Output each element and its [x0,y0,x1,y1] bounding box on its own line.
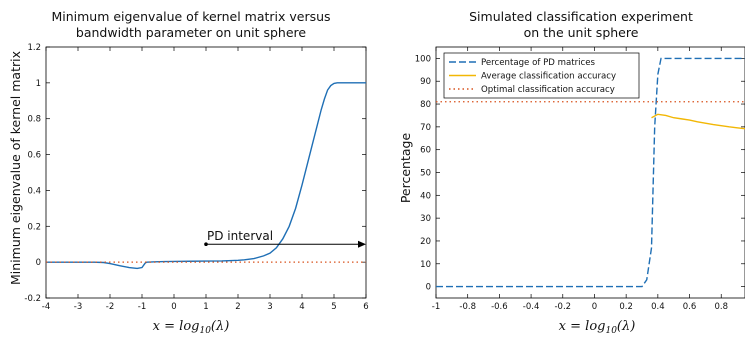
left-chart-series [46,82,366,270]
right-y-tick-label: 40 [420,191,431,201]
left-chart-annotation: PD interval [204,229,366,248]
right-y-tick-label: 60 [420,146,431,156]
left-series-line-0 [46,82,366,270]
right-y-tick-label: 90 [420,77,431,87]
left-chart-title-line-1: Minimum eigenvalue of kernel matrix vers… [51,9,330,24]
left-chart: Minimum eigenvalue of kernel matrix vers… [8,9,369,336]
right-chart-y-axis-label: Percentage [398,133,413,204]
right-x-tick-label: 0.4 [651,302,665,312]
right-x-tick-label: -1 [432,302,440,312]
pd-interval-label: PD interval [207,229,273,243]
left-x-tick-label: 5 [331,302,336,312]
legend-box [443,52,640,99]
right-y-tick-label: 0 [426,283,431,293]
left-y-tick-label: 0.6 [27,151,41,161]
right-x-tick-label: 0.8 [714,302,728,312]
left-x-tick-label: -3 [74,302,82,312]
left-x-tick-label: -2 [106,302,114,312]
left-chart-ticks: -4 -3 -2 -1 0 1 2 3 4 5 6 -0.2 0 0.2 0.4 0.6 0.8 1 1.2 [24,43,368,312]
left-y-tick-label: 0.8 [27,115,41,125]
right-x-tick-label: -0.6 [491,302,508,312]
right-x-tick-label: 0 [592,302,597,312]
left-x-tick-label: 1 [203,302,208,312]
left-chart-x-axis-label: x = log10(λ) [153,319,230,336]
right-y-tick-label: 10 [420,260,431,270]
right-chart-title-line-1: Simulated classification experiment [469,9,693,24]
right-y-tick-label: 20 [420,237,431,247]
right-chart-x-axis-label: x = log10(λ) [559,319,636,336]
left-x-tick-label: -4 [42,302,50,312]
left-x-tick-label: 4 [299,302,304,312]
left-y-tick-label: 0.4 [27,186,41,196]
right-series-line-average-classification-accuracy [651,113,745,130]
left-x-tick-label: 2 [235,302,240,312]
right-chart-title-line-2: on the unit sphere [524,25,639,40]
pd-interval-arrow-head [358,240,366,248]
left-chart-plot-frame [45,46,367,299]
right-y-tick-label: 30 [420,214,431,224]
legend-entry-label: Percentage of PD matrices [481,58,596,68]
left-x-tick-label: 3 [267,302,272,312]
right-chart: Simulated classification experiment on t… [398,9,745,336]
left-x-tick-label: 0 [171,302,176,312]
legend-entry-label: Optimal classification accuracy [481,85,615,95]
left-x-tick-label: -1 [138,302,146,312]
left-y-tick-label: 1.2 [27,43,41,53]
right-chart-series [436,57,745,288]
right-y-tick-label: 50 [420,169,431,179]
left-y-tick-label: 0.2 [27,222,41,232]
left-chart-y-axis-label: Minimum eigenvalue of kernel matrix [8,51,23,285]
left-y-tick-label: -0.2 [24,294,41,304]
right-x-tick-label: 0.6 [683,302,697,312]
right-y-tick-label: 70 [420,123,431,133]
right-x-tick-label: -0.8 [459,302,476,312]
right-x-tick-label: 0.2 [619,302,633,312]
right-y-tick-label: 80 [420,100,431,110]
left-chart-title-line-2: bandwidth parameter on unit sphere [76,25,307,40]
right-x-tick-label: -0.2 [554,302,571,312]
right-y-tick-label: 100 [415,54,431,64]
right-series-line-percentage-of-pd-matrices [436,57,745,288]
left-x-tick-label: 6 [363,302,368,312]
right-chart-legend: Percentage of PD matrices Average classif… [443,52,640,99]
left-y-tick-label: 1 [36,79,41,89]
legend-entry-label: Average classification accuracy [481,72,616,82]
right-chart-ticks: -1 -0.8 -0.6 -0.4 -0.2 0 0.2 0.4 0.6 0.8 0 10 20 30 40… [415,47,745,312]
right-x-tick-label: -0.4 [523,302,540,312]
left-y-tick-label: 0 [36,258,41,268]
